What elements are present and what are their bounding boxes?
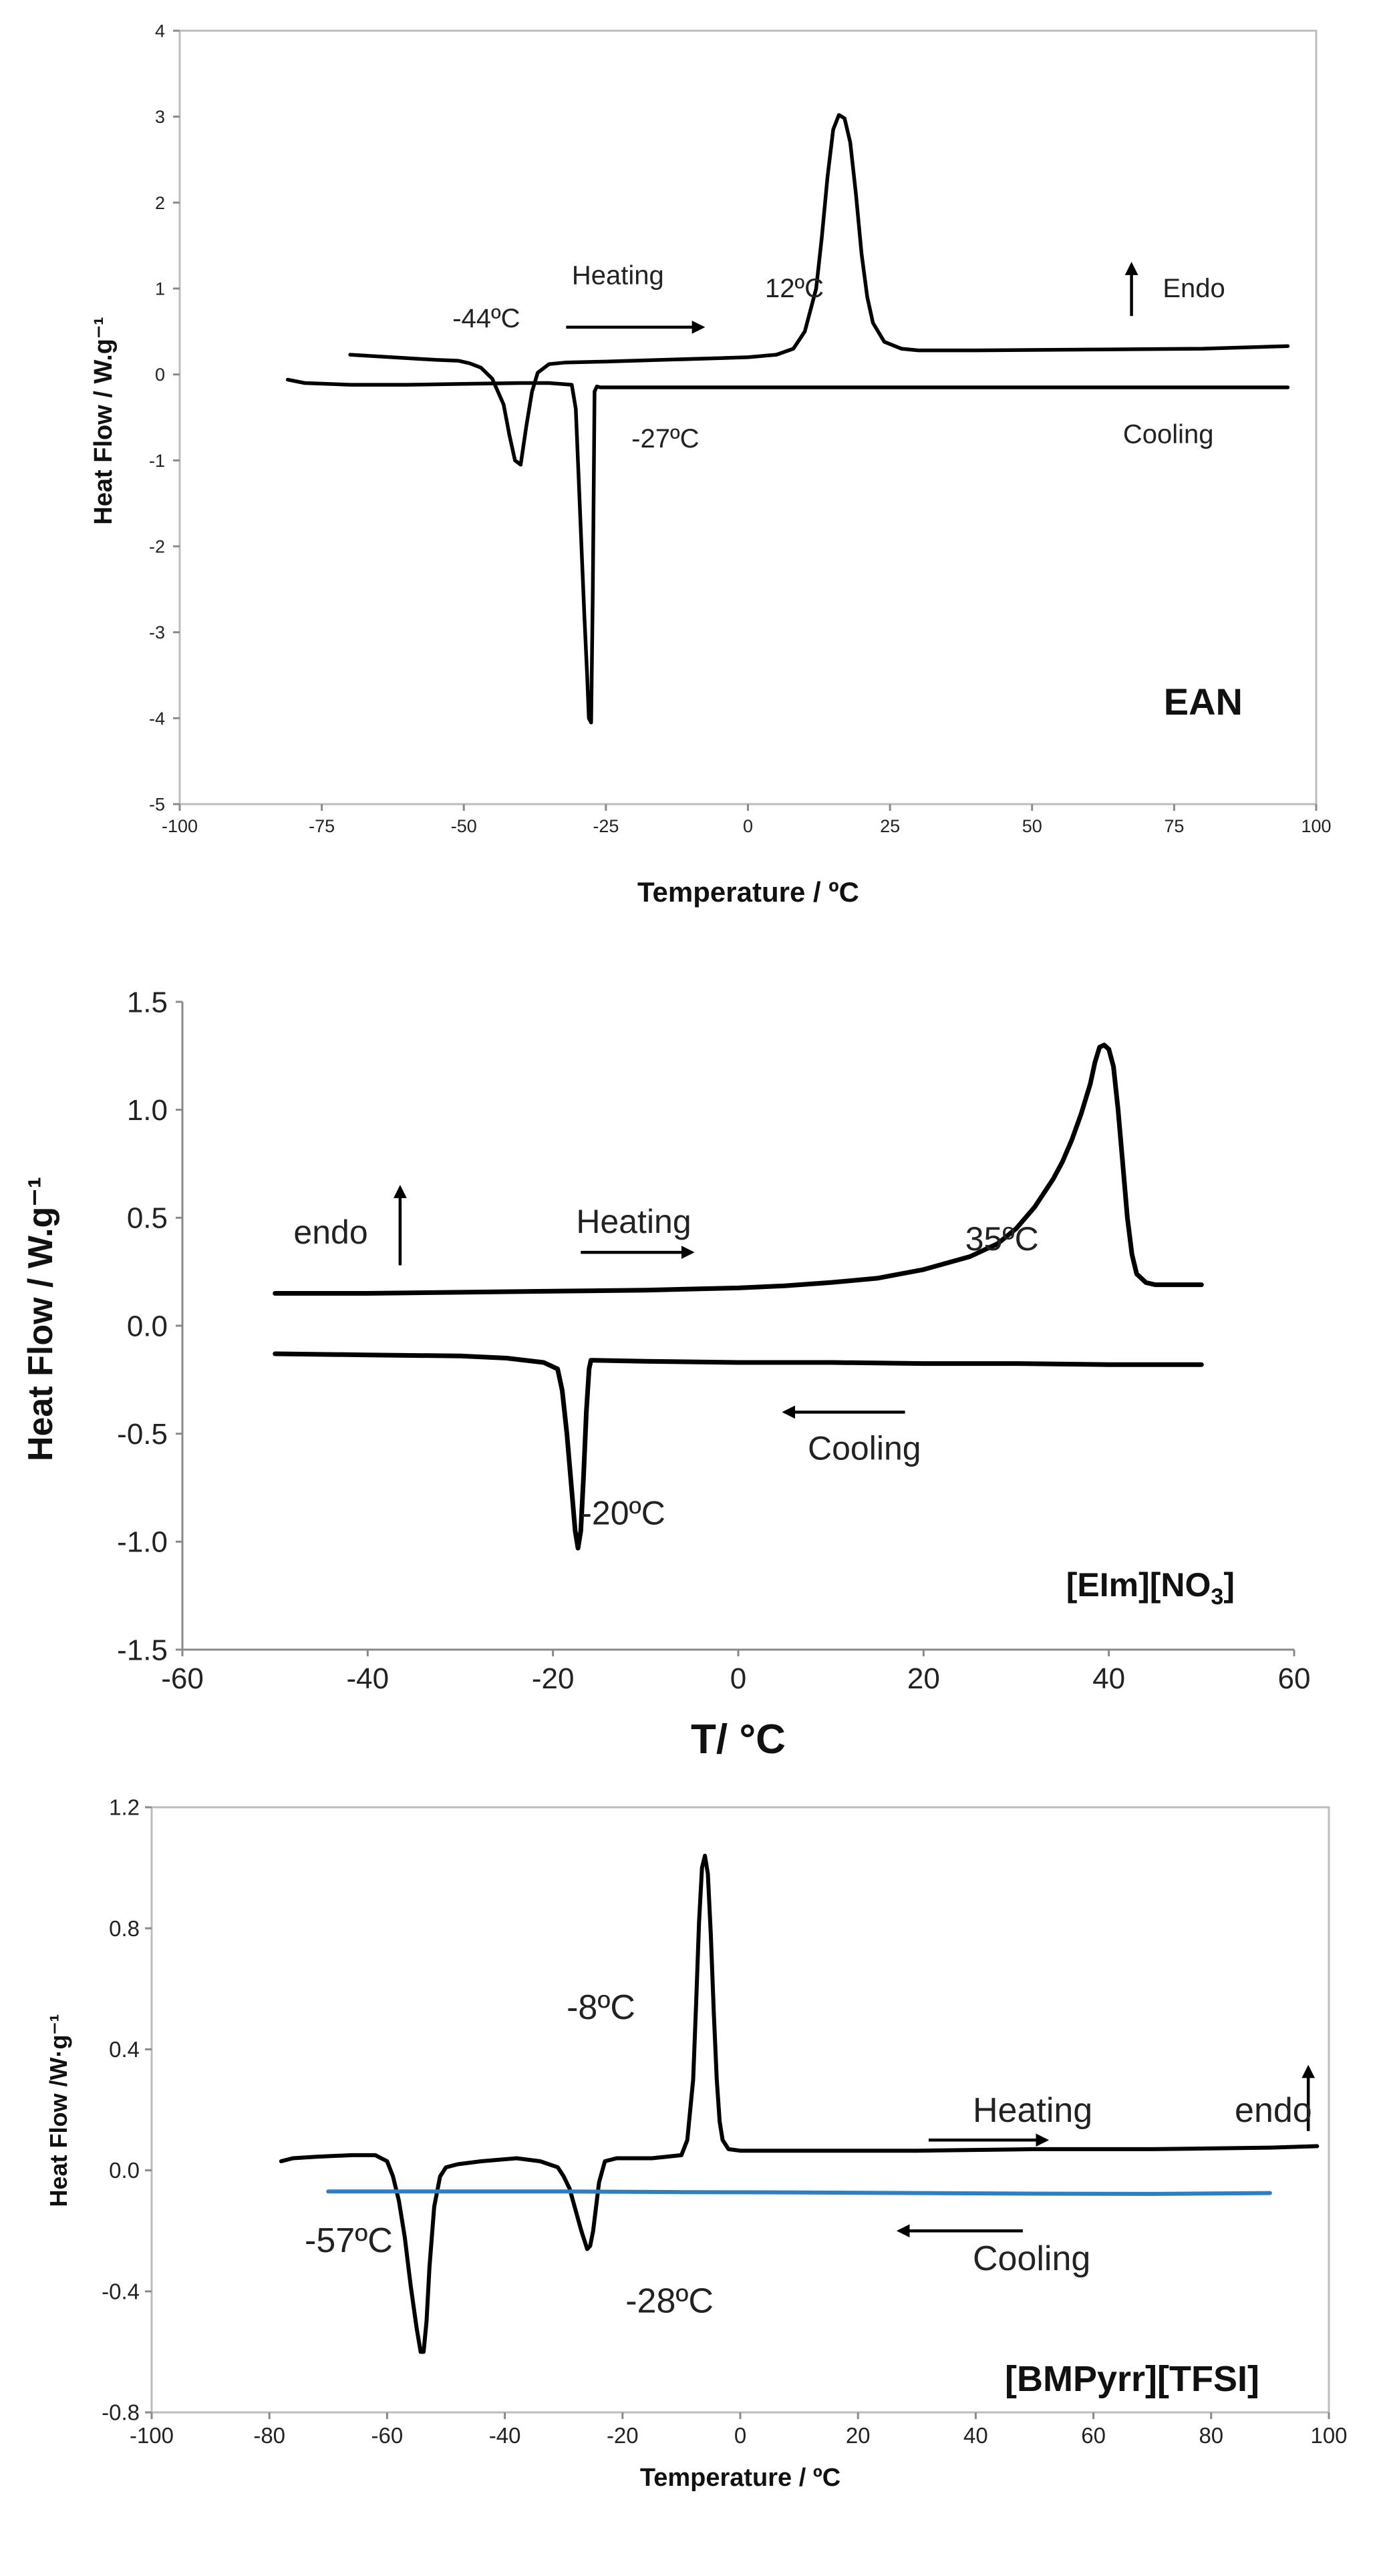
series-cooling-curve (273, 1351, 1204, 1551)
x-tick-label: -20 (532, 1662, 575, 1695)
y-tick-label: -1.5 (117, 1634, 168, 1666)
series-heating-curve (348, 113, 1290, 467)
y-tick-label: 2 (155, 193, 165, 213)
annotation-label: -44ºC (452, 304, 520, 333)
x-tick-label: -100 (162, 816, 198, 836)
series-cooling-curve (326, 2189, 1272, 2196)
x-tick-label: 0 (730, 1662, 746, 1695)
annotation-label: 12ºC (765, 274, 824, 303)
x-tick-label: 40 (963, 2423, 988, 2448)
x-tick-label: -50 (451, 816, 477, 836)
annotation-label: Heating (572, 261, 664, 291)
x-tick-label: -60 (371, 2423, 404, 2448)
x-axis-label: T/ °C (691, 1716, 786, 1763)
y-tick-label: 0.8 (109, 1916, 140, 1941)
x-tick-label: -20 (607, 2423, 639, 2448)
sample-label: EAN (1164, 681, 1243, 723)
x-tick-label: 25 (880, 816, 900, 836)
x-tick-label: 100 (1301, 816, 1331, 836)
annotation-label: Heating (973, 2091, 1092, 2130)
y-tick-label: -5 (149, 794, 165, 814)
annotation-label: -28ºC (625, 2282, 714, 2321)
y-tick-label: -0.8 (102, 2400, 140, 2425)
x-tick-label: -80 (253, 2423, 285, 2448)
y-tick-label: 0.0 (109, 2158, 140, 2183)
series-heating-curve (273, 1043, 1204, 1296)
x-tick-label: 100 (1310, 2423, 1347, 2448)
y-tick-label: 0 (155, 365, 165, 385)
y-tick-label: 1 (155, 279, 165, 299)
x-tick-label: -25 (593, 816, 619, 836)
series-heating-curve (279, 1853, 1320, 2354)
annotation-label: -27ºC (631, 424, 699, 453)
x-tick-label: -75 (309, 816, 335, 836)
annotation-label: Cooling (808, 1429, 921, 1467)
annotation-label: endo (1235, 2091, 1312, 2130)
x-axis-label: Temperature / ºC (637, 876, 859, 908)
annotation-label: Endo (1163, 274, 1225, 303)
y-tick-label: 1.5 (127, 986, 168, 1019)
y-tick-label: -1 (149, 451, 165, 471)
annotation-label: endo (293, 1214, 367, 1251)
dsc-chart-eim-no3: Heat Flow / W.g⁻¹ T/ °C [EIm][NO3] -1.5-… (21, 986, 1310, 1763)
y-tick-label: 0.0 (127, 1310, 168, 1342)
x-tick-label: 50 (1022, 816, 1042, 836)
x-tick-label: -60 (161, 1662, 204, 1695)
y-tick-label: 1.2 (109, 1795, 140, 1820)
x-tick-label: 40 (1092, 1662, 1125, 1695)
x-tick-label: 0 (734, 2423, 746, 2448)
y-tick-label: -1.0 (117, 1526, 168, 1559)
annotation-label: Cooling (1123, 420, 1214, 449)
annotation-label: 35ºC (965, 1220, 1039, 1258)
annotation-label: -20ºC (581, 1494, 665, 1531)
x-tick-label: -100 (130, 2423, 174, 2448)
y-tick-label: -0.4 (102, 2279, 140, 2304)
y-tick-label: 4 (155, 21, 165, 41)
x-tick-label: 80 (1199, 2423, 1223, 2448)
y-tick-label: -4 (149, 709, 165, 729)
sample-label: [BMPyrr][TFSI] (1005, 2359, 1259, 2399)
y-tick-label: -3 (149, 622, 165, 642)
x-tick-label: 60 (1278, 1662, 1311, 1695)
y-tick-label: -2 (149, 536, 165, 556)
y-tick-label: -0.5 (117, 1418, 168, 1451)
annotation-label: -8ºC (567, 1988, 635, 2027)
x-tick-label: -40 (489, 2423, 521, 2448)
x-axis-label: Temperature / ºC (640, 2464, 840, 2492)
y-axis-label: Heat Flow / W.g⁻¹ (21, 1177, 60, 1461)
x-tick-label: 20 (846, 2423, 871, 2448)
y-tick-label: 0.5 (127, 1202, 168, 1235)
y-axis-label: Heat Flow / W.g⁻¹ (90, 317, 118, 524)
annotation-label: Heating (576, 1203, 691, 1240)
dsc-chart-ean: Heat Flow / W.g⁻¹ Temperature / ºC EAN -… (90, 21, 1332, 908)
x-tick-label: 60 (1081, 2423, 1106, 2448)
y-tick-label: 3 (155, 107, 165, 127)
dsc-chart-bmpyrr-tfsi: Heat Flow /W·g⁻¹ Temperature / ºC [BMPyr… (45, 1795, 1348, 2492)
y-axis-label: Heat Flow /W·g⁻¹ (45, 2014, 72, 2207)
annotation-label: Cooling (973, 2239, 1090, 2278)
x-tick-label: 20 (907, 1662, 940, 1695)
y-tick-label: 1.0 (127, 1094, 168, 1127)
series-cooling-curve (285, 377, 1290, 725)
x-tick-label: 0 (743, 816, 753, 836)
x-tick-label: -40 (347, 1662, 390, 1695)
sample-label: [EIm][NO3] (1066, 1566, 1235, 1610)
annotation-label: -57ºC (305, 2221, 393, 2260)
x-tick-label: 75 (1164, 816, 1184, 836)
y-tick-label: 0.4 (109, 2037, 140, 2062)
